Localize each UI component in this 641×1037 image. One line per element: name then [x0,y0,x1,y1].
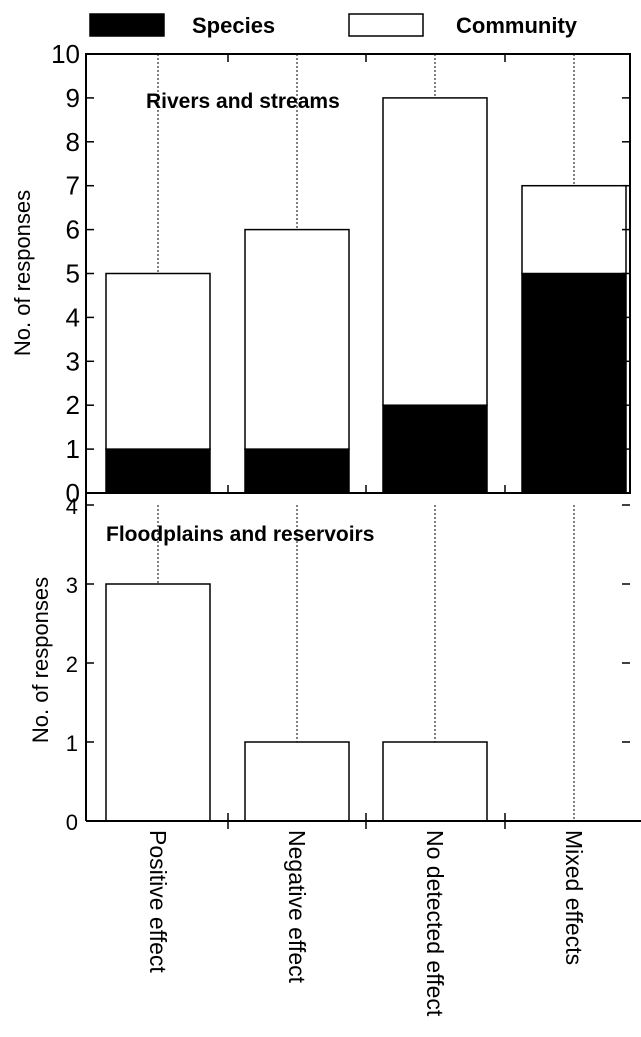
panel-title: Rivers and streams [146,90,340,113]
legend: Species Community [89,13,578,38]
bar-community-no-detected-effect [382,741,488,822]
bar-community-negative-effect [244,228,350,450]
y-tick-label: 1 [66,434,80,464]
legend-swatch-community [348,13,424,37]
bar-community-no-detected-effect [382,97,488,406]
y-tick-label: 0 [66,810,78,835]
y-tick-label: 4 [66,494,78,519]
x-axis-ticks [227,813,506,829]
y-tick-label: 10 [51,39,80,69]
category-label-negative-effect: Negative effect [284,830,310,984]
bar-species-negative-effect [244,448,350,494]
bar-community-mixed-effects [521,184,627,275]
x-axis-ticks [227,54,506,493]
bar-community-negative-effect [244,741,350,822]
panel-rivers-and-streams: 0 1 2 3 4 5 6 7 8 9 10 Rivers and streams No. of r… [10,39,631,508]
legend-label-species: Species [192,13,275,38]
y-tick-label: 4 [66,302,80,332]
bar-species-no-detected-effect [382,404,488,494]
panel-floodplains-and-reservoirs: 0 1 2 3 4 Floodplains and reservoirs No. of … [28,493,641,835]
y-tick-label: 1 [66,731,78,756]
y-tick-label: 8 [66,127,80,157]
y-tick-label: 2 [66,652,78,677]
bar-species-mixed-effects [521,272,627,494]
category-guide-lines [157,505,575,821]
y-tick-label: 5 [66,259,80,289]
y-tick-label: 3 [66,346,80,376]
y-axis-ticks: 0 1 2 3 4 [66,494,630,835]
y-tick-label: 9 [66,83,80,113]
category-guide-lines [157,54,575,274]
y-tick-label: 0 [66,478,80,508]
category-label-no-detected-effect: No detected effect [422,830,448,1017]
bars [105,97,627,494]
bar-community-positive-effect [105,272,211,450]
y-tick-label: 6 [66,215,80,245]
plot-frame [85,53,631,494]
bar-community-positive-effect [105,583,211,822]
y-tick-label: 7 [66,171,80,201]
panel-title: Floodplains and reservoirs [106,523,374,546]
legend-swatch-species [89,13,165,37]
y-axis-label: No. of responses [28,577,53,743]
legend-label-community: Community [456,13,578,38]
y-tick-label: 2 [66,390,80,420]
category-label-mixed-effects: Mixed effects [561,830,587,965]
bar-species-positive-effect [105,448,211,494]
x-axis-category-labels: Positive effect Negative effect No detecte… [145,830,587,1017]
y-axis-ticks: 0 1 2 3 4 5 6 7 8 9 10 [51,39,630,508]
bars [105,583,488,822]
y-axis-label: No. of responses [10,190,35,356]
category-label-positive-effect: Positive effect [145,830,171,973]
y-tick-label: 3 [66,573,78,598]
